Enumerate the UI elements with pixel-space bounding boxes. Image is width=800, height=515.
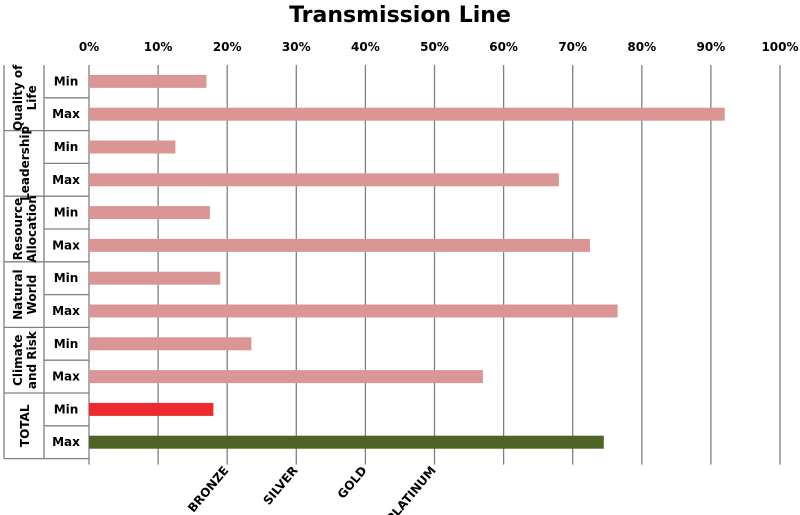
level-label-bronze: BRONZE [185, 464, 231, 515]
group-label-line: and Risk [25, 330, 39, 389]
group-label-line: Leadership [18, 126, 32, 201]
category-labels: Min Max Quality ofLife Min Max Leadership Min M… [11, 64, 80, 449]
x-tick-label: 40% [351, 40, 380, 54]
bar-category-label: Max [52, 107, 80, 121]
level-label-gold: GOLD [335, 464, 370, 502]
bar-category-label: Max [52, 435, 80, 449]
bar-resource-allocation-min [89, 206, 210, 220]
level-label-platinum: PLATINUM [384, 464, 439, 515]
x-tick-label: 50% [420, 40, 449, 54]
x-tick-label: 0% [79, 40, 99, 54]
group-label: ResourceAllocation [11, 195, 39, 263]
bar-category-label: Max [52, 304, 80, 318]
x-tick-label: 70% [558, 40, 587, 54]
x-tick-label: 100% [761, 40, 798, 54]
bar-category-label: Min [54, 337, 79, 351]
group-label-line: Quality of [11, 64, 25, 131]
group-label: TOTAL [18, 404, 32, 447]
group-label: Leadership [18, 126, 32, 201]
bar-natural-world-min [89, 271, 221, 285]
bar-category-label: Min [54, 140, 79, 154]
group-label-line: Allocation [25, 195, 39, 263]
bar-category-label: Min [54, 74, 79, 88]
group-label-line: World [25, 275, 39, 315]
bar-leadership-max [89, 173, 559, 187]
bar-total-min [89, 402, 214, 416]
group-label-line: Natural [11, 269, 25, 320]
group-label-line: TOTAL [18, 404, 32, 447]
bar-category-label: Max [52, 370, 80, 384]
bar-leadership-min [89, 140, 176, 154]
bar-category-label: Max [52, 238, 80, 252]
gridlines [3, 65, 781, 465]
x-tick-label: 30% [282, 40, 311, 54]
x-tick-label: 20% [213, 40, 242, 54]
level-labels: BRONZE SILVER GOLD PLATINUM [185, 464, 439, 515]
bar-quality-of-life-max [89, 107, 725, 121]
x-tick-label: 90% [697, 40, 726, 54]
bar-climate-and-risk-min [89, 337, 252, 351]
bar-quality-of-life-min [89, 74, 207, 88]
chart-title: Transmission Line [289, 3, 511, 28]
group-label: NaturalWorld [11, 269, 39, 320]
bar-category-label: Min [54, 402, 79, 416]
group-label-line: Climate [11, 334, 25, 386]
bar-natural-world-max [89, 304, 618, 318]
level-label-silver: SILVER [260, 464, 300, 508]
bar-climate-and-risk-max [89, 370, 483, 384]
bar-category-label: Min [54, 271, 79, 285]
x-tick-label: 80% [627, 40, 656, 54]
bars [89, 74, 725, 449]
bar-total-max [89, 435, 604, 449]
group-label-line: Life [25, 85, 39, 110]
x-axis-ticks: 0% 10% 20% 30% 40% 50% 60% 70% 80% 90% 100% [79, 40, 799, 54]
bar-resource-allocation-max [89, 238, 590, 252]
x-tick-label: 60% [489, 40, 518, 54]
group-label-line: Resource [11, 198, 25, 260]
x-tick-label: 10% [144, 40, 173, 54]
bar-category-label: Min [54, 206, 79, 220]
bar-category-label: Max [52, 173, 80, 187]
group-label: Quality ofLife [11, 64, 39, 131]
group-label: Climateand Risk [11, 330, 39, 389]
